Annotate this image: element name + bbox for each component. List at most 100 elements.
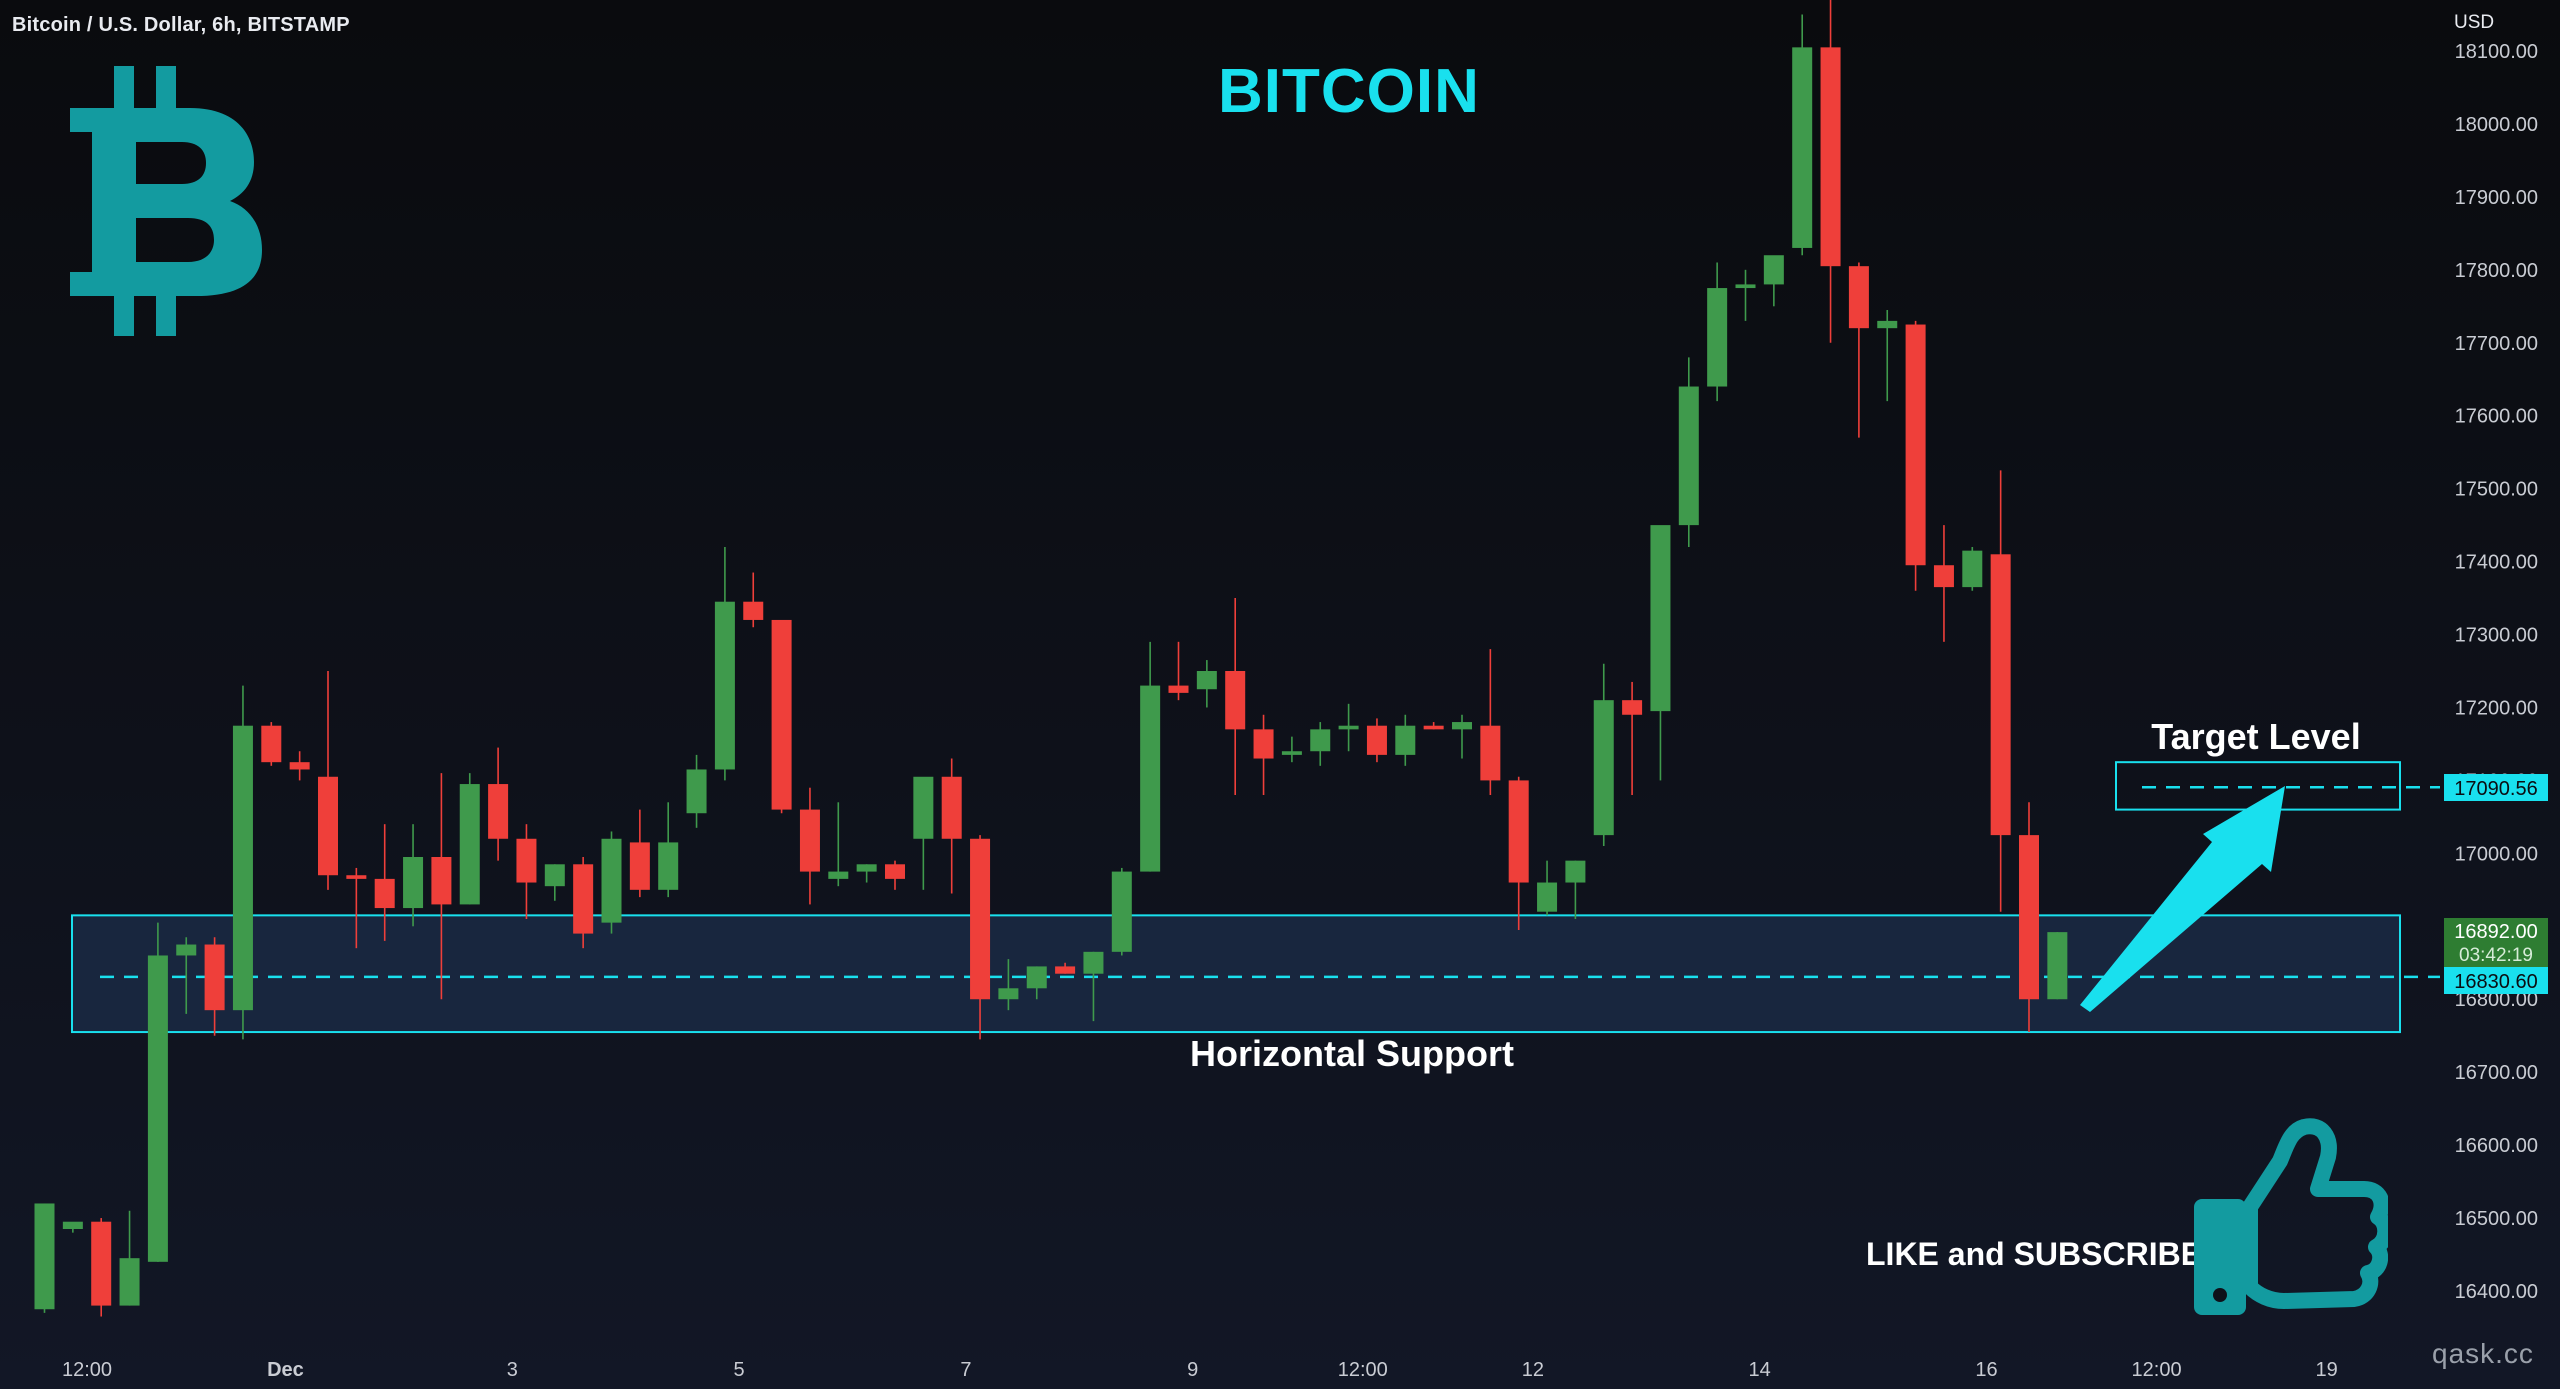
candle[interactable] <box>119 1210 140 1306</box>
candle[interactable] <box>147 922 168 1262</box>
candle[interactable] <box>771 619 792 814</box>
candle[interactable] <box>1537 860 1558 916</box>
candle[interactable] <box>403 824 424 927</box>
candle[interactable] <box>346 867 367 949</box>
candle-body <box>629 842 650 890</box>
candle[interactable] <box>686 754 707 828</box>
candle[interactable] <box>2047 932 2068 1000</box>
candle[interactable] <box>516 824 537 919</box>
candle[interactable] <box>1253 714 1274 795</box>
candle[interactable] <box>799 787 820 905</box>
candle[interactable] <box>1083 951 1104 1022</box>
candle[interactable] <box>970 835 991 1040</box>
candle[interactable] <box>885 860 905 890</box>
candle[interactable] <box>1565 860 1586 919</box>
candle-body <box>743 601 764 620</box>
candle[interactable] <box>91 1218 112 1317</box>
candle[interactable] <box>1423 722 1444 730</box>
candle[interactable] <box>1650 525 1671 781</box>
candle-body <box>1366 725 1387 755</box>
candle[interactable] <box>1678 357 1699 547</box>
candle[interactable] <box>1508 776 1529 930</box>
candle[interactable] <box>629 809 650 898</box>
candle[interactable] <box>374 824 395 941</box>
candle[interactable] <box>1735 269 1756 321</box>
candle[interactable] <box>1593 663 1614 847</box>
candle[interactable] <box>1395 714 1416 766</box>
candle[interactable] <box>856 864 877 883</box>
candle-body <box>1990 554 2011 836</box>
candle[interactable] <box>941 758 962 894</box>
current-price-tag <box>2444 918 2548 970</box>
candle[interactable] <box>459 773 480 905</box>
candle[interactable] <box>62 1221 83 1233</box>
candle[interactable] <box>1962 547 1983 591</box>
support-zone <box>71 914 2401 1034</box>
candle[interactable] <box>998 959 1019 1011</box>
candle[interactable] <box>1792 14 1813 256</box>
candle[interactable] <box>431 773 452 1000</box>
candle[interactable] <box>318 671 338 890</box>
candle[interactable] <box>1480 649 1501 795</box>
candle-body <box>1593 700 1614 836</box>
candle[interactable] <box>1196 660 1217 708</box>
candle[interactable] <box>1281 736 1302 763</box>
candle-body <box>998 988 1019 1000</box>
candle[interactable] <box>828 802 849 887</box>
candle[interactable] <box>1055 962 1076 974</box>
candle[interactable] <box>913 776 934 890</box>
candle[interactable] <box>488 747 509 861</box>
symbol-header[interactable]: Bitcoin / U.S. Dollar, 6h, BITSTAMP <box>12 14 350 36</box>
candle[interactable] <box>1763 255 1784 307</box>
candle-body <box>1111 871 1132 952</box>
candle[interactable] <box>261 722 282 766</box>
watermark: qask.cc <box>2432 1338 2534 1369</box>
candle-body <box>885 864 905 879</box>
candle[interactable] <box>573 857 594 949</box>
target-arrow-icon <box>2080 786 2285 1012</box>
candle[interactable] <box>1310 722 1331 766</box>
candle[interactable] <box>1990 470 2011 912</box>
candle[interactable] <box>176 937 197 1014</box>
candle[interactable] <box>232 685 253 1040</box>
candle[interactable] <box>289 751 310 781</box>
candle[interactable] <box>658 802 679 898</box>
candle[interactable] <box>1905 320 1926 591</box>
candle[interactable] <box>1366 718 1387 763</box>
candle[interactable] <box>1622 681 1643 795</box>
candle-body <box>1395 725 1416 755</box>
candle-body <box>1735 284 1756 289</box>
candle-body <box>1055 966 1076 974</box>
candle[interactable] <box>1168 641 1189 701</box>
price-tick-label: 17400.00 <box>2455 552 2538 574</box>
candle-body <box>1933 565 1954 588</box>
candle[interactable] <box>743 572 764 628</box>
candle[interactable] <box>544 864 565 901</box>
candle[interactable] <box>1877 309 1898 402</box>
candle[interactable] <box>1707 262 1728 402</box>
candle-body <box>1026 966 1047 989</box>
candle[interactable] <box>601 831 622 934</box>
time-tick-label: 12:00 <box>1338 1359 1388 1381</box>
candle[interactable] <box>714 547 735 781</box>
candle[interactable] <box>1225 598 1246 795</box>
candle-body <box>1678 386 1699 526</box>
price-tick-label: 17000.00 <box>2455 843 2538 865</box>
candle[interactable] <box>2019 802 2039 1033</box>
time-tick-label: 16 <box>1975 1359 1997 1381</box>
candle-countdown: 03:42:19 <box>2459 945 2533 966</box>
candle[interactable] <box>1026 966 1047 1000</box>
candle[interactable] <box>34 1203 55 1313</box>
candle-body <box>1905 324 1926 566</box>
candle[interactable] <box>1820 0 1841 343</box>
candle[interactable] <box>1338 703 1359 752</box>
candle[interactable] <box>1848 262 1869 438</box>
candle[interactable] <box>1452 714 1472 759</box>
candle-body <box>913 776 934 839</box>
candle-body <box>1707 288 1728 387</box>
candle[interactable] <box>204 937 225 1036</box>
candle[interactable] <box>1111 867 1132 956</box>
candle[interactable] <box>1933 525 1954 642</box>
candle[interactable] <box>1140 641 1161 872</box>
